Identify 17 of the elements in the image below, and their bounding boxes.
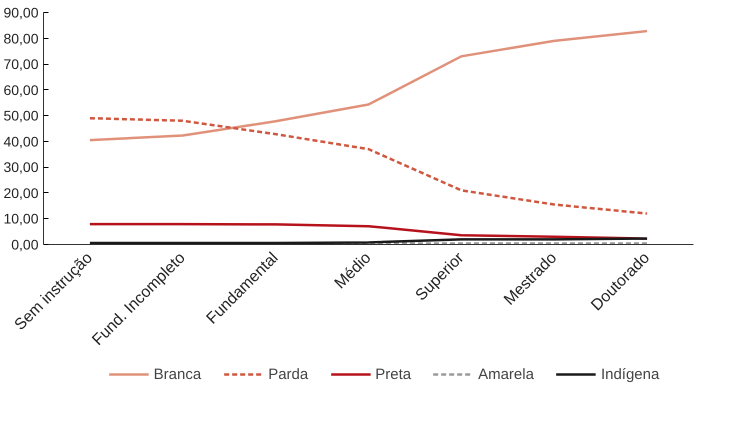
legend-label: Branca bbox=[154, 366, 202, 382]
line-series bbox=[88, 30, 648, 142]
y-tick-label: 10,00 bbox=[3, 210, 39, 227]
y-tick-label: 30,00 bbox=[3, 159, 39, 176]
legend-label: Amarela bbox=[478, 366, 534, 382]
y-tick-label: 90,00 bbox=[3, 4, 39, 20]
legend-label: Preta bbox=[375, 366, 412, 382]
y-tick-label: 80,00 bbox=[3, 30, 39, 46]
legend-label: Indígena bbox=[600, 366, 660, 382]
legend-label: Parda bbox=[268, 366, 308, 382]
line-series bbox=[88, 116, 648, 215]
y-tick-label: 50,00 bbox=[3, 108, 39, 124]
y-tick-label: 20,00 bbox=[3, 184, 39, 201]
y-tick-label: 70,00 bbox=[3, 56, 39, 72]
y-tick-label: 60,00 bbox=[3, 82, 39, 98]
y-tick-label: 0,00 bbox=[11, 236, 39, 252]
y-tick-label: 40,00 bbox=[3, 133, 39, 150]
